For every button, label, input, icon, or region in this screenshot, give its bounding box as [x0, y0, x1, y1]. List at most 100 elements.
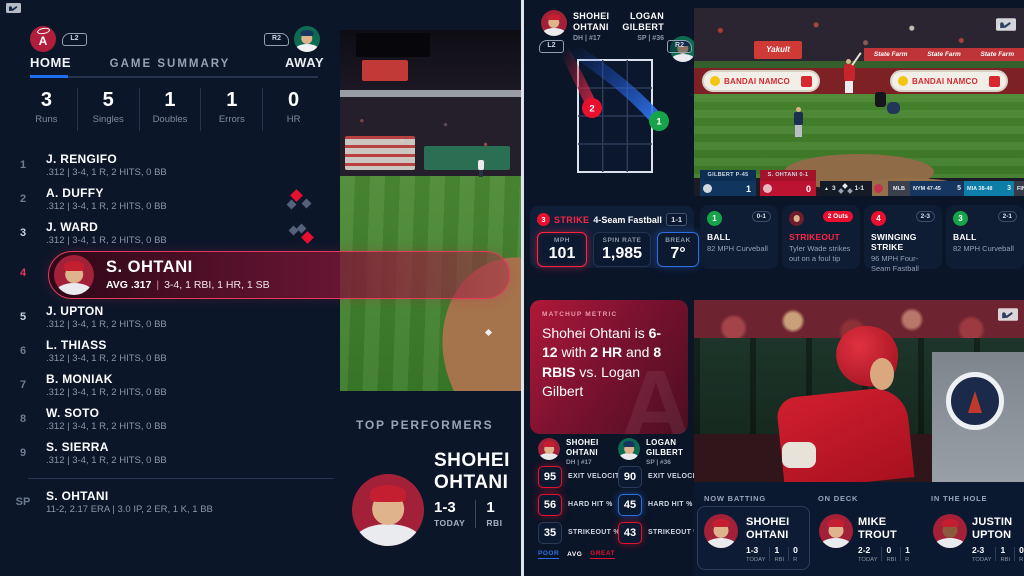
fielder-figure [478, 160, 484, 177]
tab-home[interactable]: HOME [30, 55, 71, 70]
lineup-row[interactable]: 2 A. DUFFY .312 | 3-4, 1 R, 2 HITS, 0 BB [0, 182, 340, 216]
in-the-hole-name[interactable]: JUSTIN UPTON [972, 516, 1013, 541]
white-billboard [345, 136, 415, 170]
lineup-row[interactable]: 1 J. RENGIFO .312 | 3-4, 1 R, 2 HITS, 0 … [19, 151, 167, 178]
statefarm-banner: State Farm State Farm State Farm [864, 48, 1024, 61]
break-stat-box: BREAK 7° [657, 232, 699, 267]
stat-singles: 5 Singles [78, 88, 140, 131]
pitcher-name[interactable]: LOGAN GILBERT SP | #36 [622, 11, 664, 42]
live-game-video[interactable]: Yakult State Farm State Farm State Farm BA… [694, 8, 1024, 196]
pitch-detail-card[interactable]: 3 STRIKE 4-Seam Fastball 1-1 MPH 101 SPIN… [530, 206, 699, 268]
pitch-result-cards: 1 0-1 BALL 82 MPH Curveball 2 Outs STRIK… [700, 205, 1024, 273]
elbow-guard [782, 442, 816, 468]
right-panel: SHOHEI OHTANI DH | #17 LOGAN GILBERT SP | … [524, 0, 1024, 576]
selected-player-stats: AVG .317 | 3-4, 1 RBI, 1 HR, 1 SB [106, 279, 270, 292]
pitcher-figure [794, 107, 803, 137]
pitch-type: 4-Seam Fastball [593, 214, 662, 225]
game-summary-title: GAME SUMMARY [109, 58, 231, 70]
pitch-result-card[interactable]: 1 0-1 BALL 82 MPH Curveball [700, 205, 778, 269]
count-badge: 2-3 [915, 211, 935, 222]
top-performers-heading: TOP PERFORMERS [356, 418, 494, 432]
pitcher-tab: GILBERT P-45 [700, 170, 756, 181]
pitch-marker: 3 [953, 211, 968, 226]
sponsor-circle-logo [946, 372, 1004, 430]
lineup-row[interactable]: 6 L. THIASS .312 | 3-4, 1 R, 2 HITS, 0 B… [19, 337, 167, 364]
bases-indicator [288, 223, 314, 244]
team-stats-row: 3 Runs 5 Singles 1 Doubles 1 Errors 0 HR [16, 88, 324, 131]
angels-logo-icon [763, 184, 772, 193]
teal-billboard [424, 146, 510, 170]
yakult-billboard: Yakult [754, 41, 802, 59]
selected-player-pill[interactable]: S. OHTANI AVG .317 | 3-4, 1 RBI, 1 HR, 1 S… [48, 251, 510, 299]
red-billboard [362, 60, 408, 81]
away-pitcher-avatar [294, 26, 320, 52]
player-photo-marker [789, 211, 804, 226]
pitch-number-badge: 3 [537, 213, 550, 226]
ticker-status: FINAL [1014, 181, 1024, 196]
tab-underline [30, 75, 318, 78]
mariners-logo-icon [703, 184, 712, 193]
broadcast-logo-icon [874, 181, 886, 196]
pitch-result: STRIKE [554, 214, 590, 225]
r2-shoulder-button[interactable]: R2 [667, 40, 692, 53]
now-batting-avatar [704, 514, 738, 548]
lineup-row[interactable]: 7 B. MONIAK .312 | 3-4, 1 R, 2 HITS, 0 B… [19, 371, 167, 398]
inning-arrow-icon: ▲ [824, 185, 829, 192]
pitch-result-card[interactable]: 3 2-1 BALL 82 MPH Curveball [946, 205, 1024, 269]
stat-box: 43 [618, 522, 642, 544]
away-team-score: 1 [700, 181, 756, 196]
mlb-watermark-icon [998, 308, 1018, 321]
pitch-result-card[interactable]: 2 Outs STRIKEOUT Tyler Wade strikes out … [782, 205, 860, 269]
strike-zone-pitch-plot[interactable]: 2 1 [538, 44, 698, 192]
scorebug: GILBERT P-45 S. OHTANI 0-1 1 0 ▲ 3 1-1 ML… [700, 170, 1024, 196]
count-badge: 2-1 [997, 211, 1017, 222]
dark-billboard [356, 33, 430, 57]
rail-band [340, 90, 522, 97]
left-panel: A L2 R2 HOME GAME SUMMARY AWAY 3 Runs 5 Si… [0, 0, 524, 576]
in-the-hole-avatar [933, 514, 967, 548]
r2-shoulder-button[interactable]: R2 [264, 33, 289, 46]
closeup-video[interactable] [694, 300, 1024, 482]
batter-face [870, 358, 894, 390]
lineup-row[interactable]: 8 W. SOTO .312 | 3-4, 1 R, 2 HITS, 0 BB [19, 405, 167, 432]
top-performer-name[interactable]: SHOHEI OHTANI [434, 450, 510, 493]
now-batting-name[interactable]: SHOHEI OHTANI [746, 516, 790, 541]
comparison-pitcher: LOGAN GILBERT SP | #36 [618, 438, 683, 466]
selected-player-avatar [54, 255, 94, 295]
bases-indicator [286, 188, 314, 209]
lineup-row-selected[interactable]: 4 S. OHTANI AVG .317 | 3-4, 1 RBI, 1 HR, 1… [0, 250, 524, 300]
team-letter: A [38, 34, 48, 48]
pitch-count-badge: 1-1 [666, 213, 687, 226]
league-badge: MLB [888, 181, 910, 196]
l2-shoulder-button[interactable]: L2 [62, 33, 87, 46]
lineup-row[interactable]: 3 J. WARD .312 | 3-4, 1 R, 2 HITS, 0 BB [0, 216, 340, 250]
starting-pitcher-row[interactable]: SP S. OHTANI 11-2, 2.17 ERA | 3.0 IP, 2 … [15, 488, 213, 515]
matchup-metric-card[interactable]: MATCHUP METRIC Shohei Ohtani is 6-12 wit… [530, 300, 688, 434]
batter-avatar [541, 10, 567, 36]
tab-away[interactable]: AWAY [285, 55, 325, 70]
ticker-away: NYM 47-45 5 [910, 181, 964, 196]
count-badge: 0-1 [751, 211, 771, 222]
on-deck-name[interactable]: MIKE TROUT [858, 516, 897, 541]
pitch-result-card[interactable]: 4 2-3 SWINGING STRIKE 96 MPH Four-Seam F… [864, 205, 942, 273]
pitch-marker-2 [582, 98, 602, 118]
outs-badge: 2 Outs [822, 211, 853, 222]
pitch-trail-1 [565, 44, 661, 123]
pitch-marker: 4 [871, 211, 886, 226]
angels-team-logo: A [30, 26, 56, 52]
batter-name[interactable]: SHOHEI OHTANI DH | #17 [573, 11, 610, 42]
green-banner [694, 61, 1024, 68]
stat-box: 56 [538, 494, 562, 516]
lineup-row[interactable]: 9 S. SIERRA .312 | 3-4, 1 R, 2 HITS, 0 B… [19, 439, 167, 466]
svg-text:1: 1 [656, 116, 662, 127]
stat-hr: 0 HR [286, 89, 301, 125]
pitch-marker-1 [649, 111, 669, 131]
stat-quality-legend: POOR AVG GREAT [538, 550, 616, 559]
mlb-watermark-icon [996, 18, 1016, 31]
lineup-row[interactable]: 5 J. UPTON .312 | 3-4, 1 R, 2 HITS, 0 BB [19, 303, 167, 330]
in-the-hole-label: IN THE HOLE [931, 494, 988, 503]
stat-box: 90 [618, 466, 642, 488]
mph-stat-box: MPH 101 [537, 232, 587, 267]
